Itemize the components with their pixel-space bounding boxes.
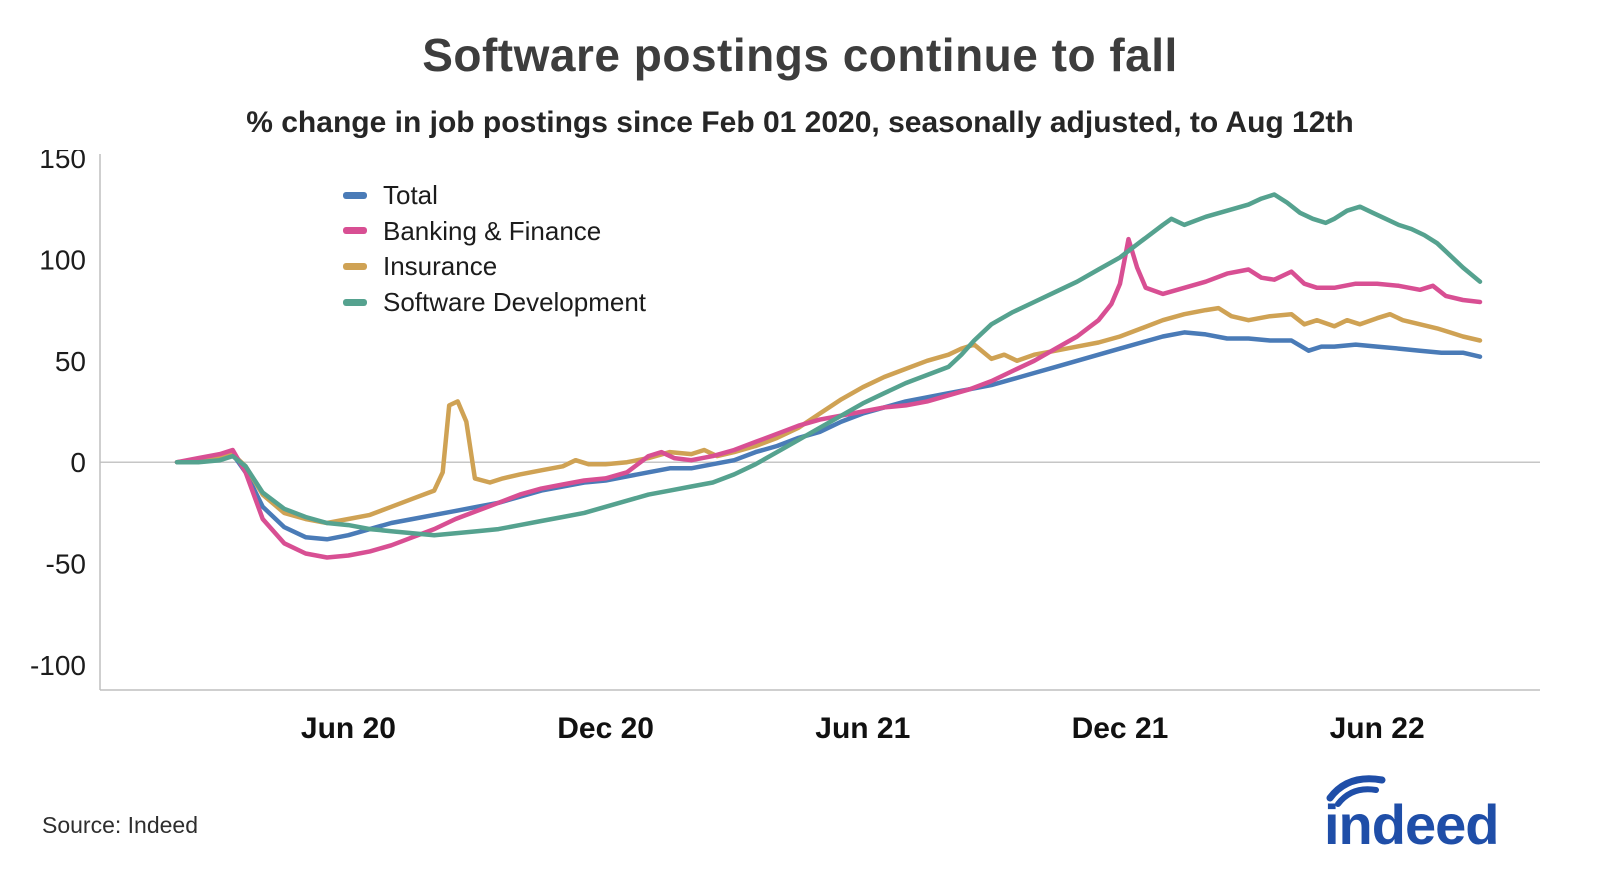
logo-signal-arc-inner-icon <box>1335 786 1379 807</box>
series-line-0 <box>174 330 1483 542</box>
series-line-3 <box>174 192 1483 538</box>
legend-item-total: Total <box>343 181 646 210</box>
svg-text:0: 0 <box>70 447 86 478</box>
legend-label-insurance: Insurance <box>383 251 498 282</box>
legend-label-total: Total <box>383 180 438 210</box>
legend-label-banking-finance: Banking & Finance <box>383 215 602 246</box>
legend-item-insurance: Insurance <box>343 252 646 281</box>
legend-item-banking-finance: Banking & Finance <box>343 215 646 246</box>
series-line-1 <box>174 236 1483 560</box>
svg-text:-50: -50 <box>46 549 86 580</box>
svg-text:Jun 22: Jun 22 <box>1330 712 1425 745</box>
source-note: Source: Indeed <box>42 812 199 838</box>
legend-item-software-development: Software Development <box>343 288 646 317</box>
svg-text:Dec 20: Dec 20 <box>557 712 654 745</box>
svg-text:Dec 21: Dec 21 <box>1072 712 1169 745</box>
svg-text:50: 50 <box>55 346 86 377</box>
legend-swatch-banking-finance <box>343 227 367 235</box>
legend-swatch-insurance <box>343 262 367 270</box>
svg-text:150: 150 <box>39 150 86 174</box>
chart-title: Software postings continue to fall <box>422 29 1178 81</box>
indeed-logo: indeed <box>1320 772 1550 857</box>
svg-text:Jun 20: Jun 20 <box>301 712 396 745</box>
chart-subtitle: % change in job postings since Feb 01 20… <box>246 106 1354 139</box>
chart-legend: Total Banking & Finance Insurance Softwa… <box>343 181 646 316</box>
logo-text: indeed <box>1324 793 1498 852</box>
series-line-2 <box>174 305 1483 526</box>
legend-label-software-development: Software Development <box>383 286 647 317</box>
svg-text:Jun 21: Jun 21 <box>815 712 910 745</box>
svg-text:100: 100 <box>39 244 86 275</box>
svg-text:-100: -100 <box>30 650 86 681</box>
legend-swatch-software-development <box>343 298 367 306</box>
legend-swatch-total <box>343 191 367 199</box>
logo-signal-arc-outer-icon <box>1326 775 1386 802</box>
line-chart: 150 100 50 0 -50 -100 Jun 20 Dec 20 Jun 21 Dec 21… <box>30 150 1540 745</box>
